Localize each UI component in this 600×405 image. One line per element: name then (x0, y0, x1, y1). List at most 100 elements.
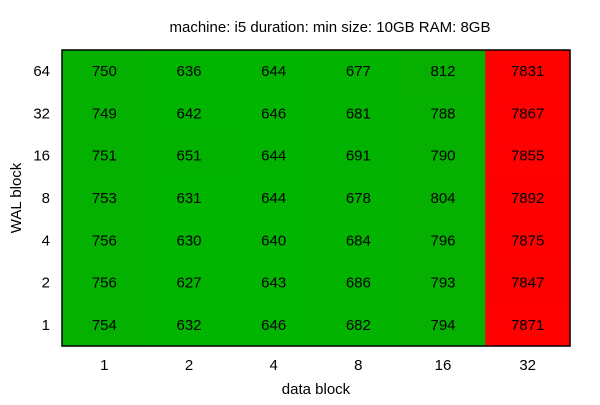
cell-value-label: 7892 (511, 190, 544, 207)
cell-value-label: 749 (92, 105, 117, 122)
y-tick-label: 32 (33, 105, 50, 122)
heatmap-cell (400, 261, 486, 305)
heatmap-cell (62, 261, 148, 305)
plot-border (61, 49, 571, 347)
x-tick-label: 2 (185, 357, 193, 374)
heatmap-cell (62, 303, 148, 347)
y-tick-label: 1 (42, 317, 50, 334)
heatmap-cell (316, 261, 402, 305)
cell-value-label: 684 (346, 232, 371, 249)
y-tick-label: 2 (42, 275, 50, 292)
heatmap-cells (62, 50, 571, 347)
cell-value-label: 644 (261, 63, 286, 80)
cell-value-label: 756 (92, 232, 117, 249)
heatmap-cell (62, 134, 148, 178)
cell-value-label: 753 (92, 190, 117, 207)
heatmap-cell (485, 219, 571, 263)
heatmap-cell (400, 176, 486, 220)
heatmap-cell (62, 92, 148, 136)
heatmap-cell (231, 92, 317, 136)
heatmap-cell (146, 219, 232, 263)
cell-value-label: 630 (176, 232, 201, 249)
cell-value-label: 7871 (511, 317, 544, 334)
cell-value-label: 681 (346, 105, 371, 122)
x-tick-label: 32 (519, 357, 536, 374)
cell-value-label: 788 (430, 105, 455, 122)
cell-value-label: 7875 (511, 232, 544, 249)
heatmap-cell (231, 50, 317, 93)
cell-value-label: 640 (261, 232, 286, 249)
cell-value-label: 7855 (511, 148, 544, 165)
cell-value-label: 756 (92, 275, 117, 292)
heatmap-cell (400, 92, 486, 136)
x-tick-label: 8 (354, 357, 362, 374)
cell-value-label: 646 (261, 317, 286, 334)
y-axis-ticks: 64 32 16 8 4 2 1 (33, 63, 50, 334)
y-tick-label: 64 (33, 63, 50, 80)
cell-value-label: 804 (430, 190, 455, 207)
cell-value-label: 751 (92, 148, 117, 165)
cell-value-label: 631 (176, 190, 201, 207)
heatmap-cell (62, 50, 148, 93)
cell-value-label: 643 (261, 275, 286, 292)
heatmap-cell (316, 176, 402, 220)
y-tick-label: 4 (42, 232, 50, 249)
heatmap-cell (316, 219, 402, 263)
x-tick-label: 16 (435, 357, 452, 374)
heatmap-cell (485, 134, 571, 178)
heatmap-cell (485, 303, 571, 347)
heatmap-cell (316, 134, 402, 178)
x-tick-label: 4 (269, 357, 277, 374)
heatmap-cell (231, 219, 317, 263)
cell-value-label: 754 (92, 317, 117, 334)
heatmap-cell (146, 92, 232, 136)
cell-value-label: 632 (176, 317, 201, 334)
heatmap-cell (400, 134, 486, 178)
heatmap-cell (231, 261, 317, 305)
cell-value-label: 794 (430, 317, 455, 334)
heatmap-cell (316, 303, 402, 347)
heatmap-cell (485, 176, 571, 220)
cell-value-label: 750 (92, 63, 117, 80)
x-axis-ticks: 1 2 4 8 16 32 (100, 357, 536, 374)
heatmap-cell (316, 50, 402, 93)
heatmap-cell (146, 134, 232, 178)
cell-value-label: 646 (261, 105, 286, 122)
y-tick-label: 16 (33, 148, 50, 165)
heatmap-cell (231, 176, 317, 220)
heatmap-cell (485, 261, 571, 305)
cell-value-label: 682 (346, 317, 371, 334)
heatmap-cell (231, 134, 317, 178)
cell-value-label: 678 (346, 190, 371, 207)
cell-value-label: 651 (176, 148, 201, 165)
heatmap-cell (231, 303, 317, 347)
heatmap-cell (62, 219, 148, 263)
chart-title: machine: i5 duration: min size: 10GB RAM… (170, 19, 491, 36)
heatmap-cell (146, 303, 232, 347)
cell-value-label: 642 (176, 105, 201, 122)
x-axis-label: data block (282, 381, 351, 398)
cell-value-label: 627 (176, 275, 201, 292)
heatmap-cell (62, 176, 148, 220)
y-tick-label: 8 (42, 190, 50, 207)
y-axis-label: WAL block (8, 162, 25, 233)
heatmap-cell (400, 303, 486, 347)
heatmap-cell (316, 92, 402, 136)
cell-value-label: 812 (430, 63, 455, 80)
x-tick-label: 1 (100, 357, 108, 374)
heatmap-cell (146, 176, 232, 220)
cell-value-label: 7867 (511, 105, 544, 122)
heatmap-value-labels: 750 636 644 677 812 7831 749 642 646 681 788 7867 75… (92, 63, 545, 334)
cell-value-label: 7847 (511, 275, 544, 292)
cell-value-label: 691 (346, 148, 371, 165)
heatmap-cell (146, 261, 232, 305)
cell-value-label: 644 (261, 148, 286, 165)
heatmap-cell (485, 50, 571, 93)
heatmap-cell (146, 50, 232, 93)
heatmap-cell (485, 92, 571, 136)
cell-value-label: 790 (430, 148, 455, 165)
cell-value-label: 793 (430, 275, 455, 292)
cell-value-label: 686 (346, 275, 371, 292)
cell-value-label: 7831 (511, 63, 544, 80)
